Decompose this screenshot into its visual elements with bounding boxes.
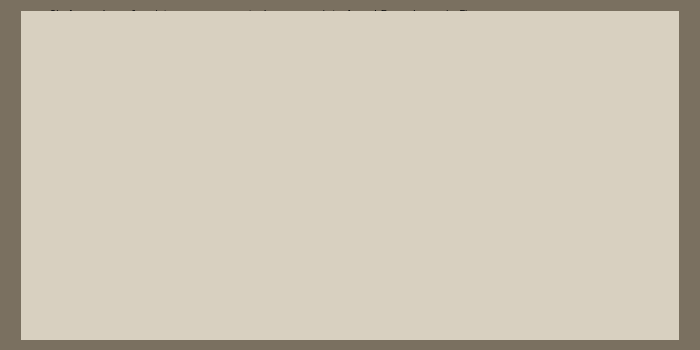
Text: 2Ω: 2Ω	[430, 262, 444, 273]
Text: 2Ω: 2Ω	[500, 262, 514, 273]
Text: 2Ω: 2Ω	[357, 116, 371, 126]
Text: 4Ω: 4Ω	[560, 188, 575, 197]
Text: 2Ω: 2Ω	[280, 262, 294, 273]
Text: 2Ω: 2Ω	[357, 262, 371, 273]
Text: B: B	[65, 233, 74, 246]
Text: A: A	[65, 139, 74, 152]
Text: 2Ω: 2Ω	[280, 116, 294, 126]
Text: 6Ω: 6Ω	[266, 188, 281, 197]
Text: 6)  A number of resistors are connected across points A and B as shown in Figure: 6) A number of resistors are connected a…	[49, 10, 493, 21]
Text: I: I	[600, 63, 604, 77]
Text: below. What is the equivalent resistance between points A and B?: below. What is the equivalent resistance…	[70, 46, 430, 56]
Text: 2Ω: 2Ω	[500, 116, 514, 126]
Text: 6Ω: 6Ω	[420, 188, 435, 197]
Text: 2Ω: 2Ω	[162, 262, 177, 273]
Text: 2Ω: 2Ω	[430, 116, 444, 126]
Text: 2Ω: 2Ω	[162, 116, 177, 126]
